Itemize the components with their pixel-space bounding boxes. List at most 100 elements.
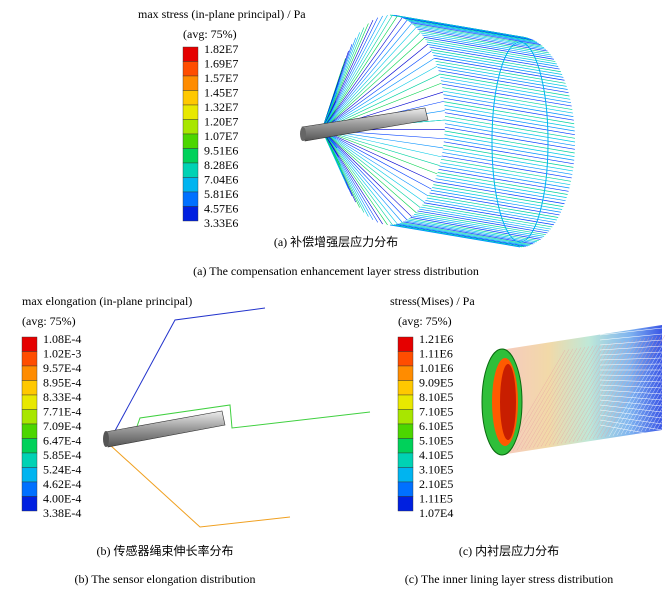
fibre bbox=[439, 73, 570, 97]
legend-title: stress(Mises) / Pa bbox=[390, 294, 475, 308]
sensor-line bbox=[109, 444, 291, 528]
caption-en: (c) The inner lining layer stress distri… bbox=[405, 572, 613, 586]
fibre bbox=[423, 36, 554, 60]
colorbar-band bbox=[182, 119, 199, 135]
fibre bbox=[321, 32, 421, 131]
fibre bbox=[415, 26, 546, 50]
colorbar-band bbox=[397, 380, 414, 396]
legend-avg: (avg: 75%) bbox=[398, 314, 452, 328]
fibre bbox=[321, 129, 398, 225]
fibre bbox=[426, 197, 557, 221]
fibre bbox=[508, 349, 570, 452]
fibre bbox=[417, 28, 548, 52]
fibre bbox=[321, 129, 393, 226]
fibre bbox=[599, 399, 663, 407]
colorbar-band bbox=[182, 177, 199, 193]
renderings bbox=[103, 14, 672, 528]
fibre bbox=[321, 129, 374, 221]
colorbar-band bbox=[397, 365, 414, 381]
colorbar-band bbox=[397, 496, 414, 512]
fibre bbox=[599, 339, 663, 346]
fibre bbox=[599, 351, 663, 356]
caption-en: (b) The sensor elongation distribution bbox=[74, 572, 255, 586]
fibre bbox=[389, 224, 521, 248]
fibre bbox=[599, 345, 663, 351]
caption-en: (a) The compensation enhancement layer s… bbox=[193, 264, 479, 278]
fibre bbox=[420, 32, 551, 56]
fibre bbox=[599, 357, 663, 361]
fibre bbox=[436, 64, 567, 87]
legend-label: 1.02E-3 bbox=[43, 346, 81, 360]
caption-cn: (c) 内衬层应力分布 bbox=[459, 543, 559, 558]
legend-label: 7.09E-4 bbox=[43, 419, 81, 433]
fibre bbox=[532, 345, 594, 448]
legend-avg: (avg: 75%) bbox=[22, 314, 76, 328]
colorbar-band bbox=[182, 75, 199, 91]
fibre bbox=[430, 189, 561, 213]
colorbar-band bbox=[182, 162, 199, 178]
legend-label: 1.69E7 bbox=[204, 56, 238, 70]
fibre bbox=[548, 343, 610, 446]
fibre bbox=[321, 14, 388, 131]
fibre bbox=[321, 129, 412, 217]
fibre bbox=[599, 394, 663, 401]
fibre bbox=[656, 403, 672, 430]
legend-label: 4.10E5 bbox=[419, 448, 453, 462]
fibre bbox=[321, 129, 429, 197]
colorbar-band bbox=[21, 380, 38, 396]
fibre bbox=[441, 83, 572, 107]
fibre bbox=[442, 87, 573, 110]
fibre bbox=[612, 335, 672, 436]
legend-label: 1.11E5 bbox=[419, 491, 453, 505]
legend-label: 1.20E7 bbox=[204, 114, 238, 128]
colorbar-band bbox=[21, 336, 38, 352]
legend-label: 3.38E-4 bbox=[43, 506, 81, 520]
fibre bbox=[592, 336, 654, 439]
fibre bbox=[321, 17, 379, 131]
legend-label: 1.57E7 bbox=[204, 71, 238, 85]
colorbar-band bbox=[397, 467, 414, 483]
fibre bbox=[440, 80, 572, 104]
fibre bbox=[408, 20, 539, 44]
fibre bbox=[443, 145, 574, 168]
colorbar-band bbox=[397, 409, 414, 425]
fibre bbox=[624, 353, 672, 435]
fibre bbox=[321, 129, 432, 190]
fibre bbox=[520, 347, 582, 450]
caption-cn: (a) 补偿增强层应力分布 bbox=[274, 234, 398, 249]
fibre bbox=[399, 223, 530, 246]
caption-cn: (b) 传感器绳束伸长率分布 bbox=[97, 543, 234, 558]
fibre bbox=[441, 155, 572, 179]
legend-label: 1.08E-4 bbox=[43, 332, 81, 346]
fibre bbox=[599, 321, 663, 331]
fibre bbox=[443, 97, 574, 121]
legend-label: 5.10E5 bbox=[419, 433, 453, 447]
fibre bbox=[321, 129, 438, 175]
colorbar-band bbox=[397, 394, 414, 410]
legends: max stress (in-plane principal) / Pa (avg… bbox=[21, 7, 613, 586]
fibre bbox=[405, 220, 536, 244]
legend-label: 3.33E6 bbox=[204, 216, 238, 230]
fibre bbox=[599, 409, 663, 419]
fibre bbox=[444, 112, 575, 136]
fibre bbox=[321, 129, 388, 226]
fibre bbox=[321, 15, 398, 131]
colorbar-band bbox=[21, 481, 38, 497]
fibre bbox=[536, 345, 598, 448]
colorbar-band bbox=[397, 452, 414, 468]
rim bbox=[491, 41, 549, 243]
fibre bbox=[652, 397, 672, 430]
fibre bbox=[321, 20, 374, 131]
fibre bbox=[321, 27, 417, 131]
colorbar-band bbox=[21, 365, 38, 381]
fibre bbox=[568, 340, 630, 443]
colorbar-band bbox=[182, 61, 199, 77]
fibre bbox=[433, 184, 564, 207]
legend-label: 5.24E-4 bbox=[43, 462, 81, 476]
fibre bbox=[528, 346, 590, 449]
fibre bbox=[648, 390, 672, 431]
fibre bbox=[321, 129, 383, 225]
fibre bbox=[412, 215, 543, 239]
fibre bbox=[321, 50, 432, 131]
